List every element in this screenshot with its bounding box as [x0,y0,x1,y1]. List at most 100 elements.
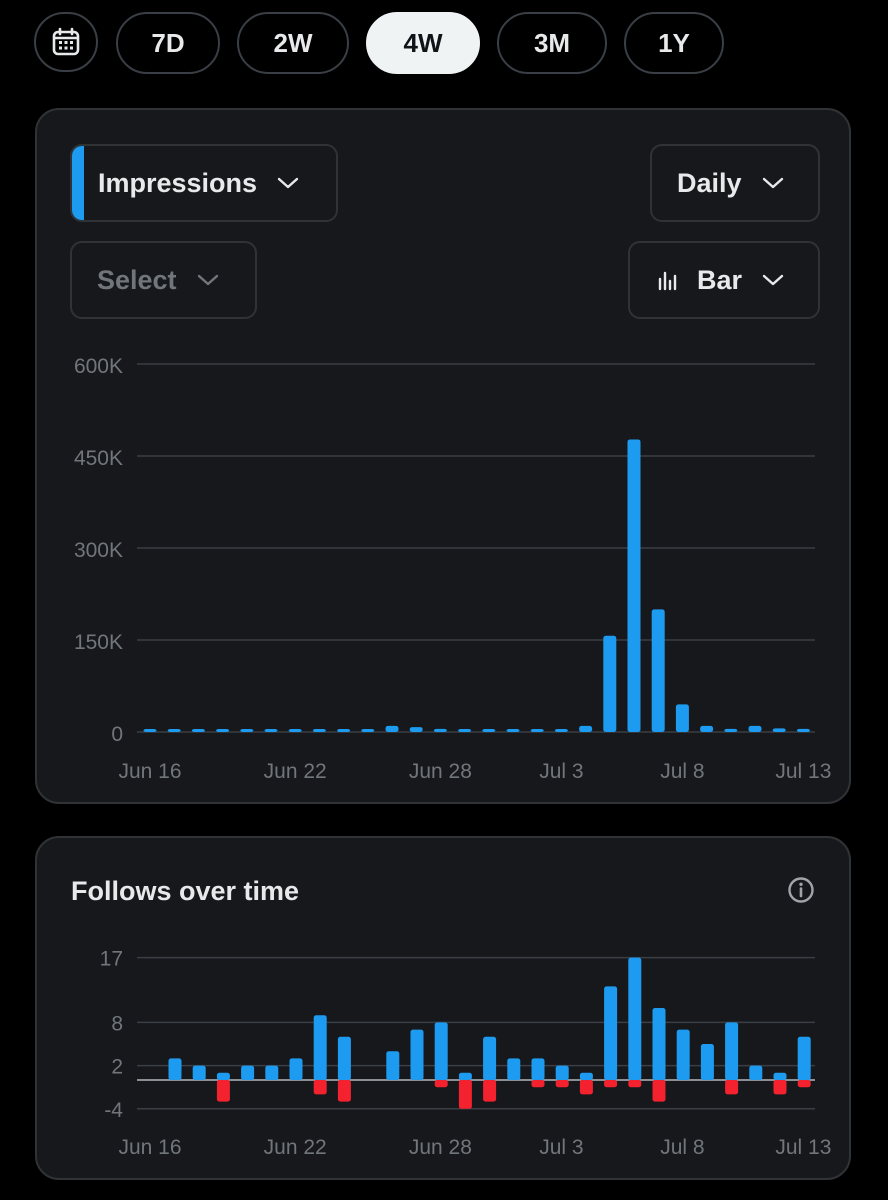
impressions-bar [627,439,641,732]
range-2w-button[interactable]: 2W [237,12,349,74]
x-tick-label: Jul 3 [539,760,583,783]
interval-dropdown[interactable]: Daily [650,144,820,222]
x-tick-label: Jun 16 [118,1136,181,1159]
impressions-bar [361,729,375,732]
bar-chart-icon [658,271,677,291]
calendar-button[interactable] [34,12,98,72]
y-tick-label: 0 [111,723,123,746]
range-4w-button[interactable]: 4W [366,12,480,74]
impressions-bar [530,729,544,732]
info-icon[interactable] [787,876,815,904]
follows-bar [434,1022,448,1080]
x-tick-label: Jun 22 [264,760,327,783]
date-range-selector: 7D 2W 4W 3M 1Y [34,12,854,76]
chevron-down-icon [197,274,218,286]
y-tick-label: -4 [104,1099,123,1122]
follows-bar [797,1036,811,1080]
follows-bar [531,1058,545,1080]
impressions-bar [143,729,157,732]
range-3m-button[interactable]: 3M [497,12,607,74]
unfollows-bar [313,1080,327,1095]
y-tick-label: 2 [111,1056,123,1079]
impressions-bar [554,729,568,732]
metric-dropdown-label: Impressions [98,167,258,198]
unfollows-bar [531,1080,545,1088]
follows-card-title: Follows over time [71,876,300,906]
impressions-bar [482,729,496,732]
unfollows-bar [797,1080,811,1088]
follows-bar [289,1058,303,1080]
impressions-bar [748,725,762,732]
impressions-bar [216,729,230,732]
impressions-bar [385,725,399,732]
impressions-bar [772,728,786,732]
follows-bar [483,1036,497,1080]
follows-bar [604,986,618,1080]
unfollows-bar [725,1080,739,1095]
unfollows-bar [216,1080,230,1102]
metric-dropdown[interactable]: Impressions [70,144,338,222]
impressions-bar [724,728,738,732]
unfollows-bar [652,1080,666,1102]
calendar-icon [52,27,80,56]
y-tick-label: 300K [74,539,123,562]
unfollows-bar [555,1080,569,1088]
impressions-bar [433,728,447,732]
compare-dropdown-label: Select [97,264,177,295]
unfollows-bar [579,1080,593,1095]
y-tick-label: 600K [74,355,123,378]
unfollows-bar [604,1080,618,1088]
metric-color-indicator [72,146,84,220]
follows-bar [628,957,642,1080]
x-tick-label: Jul 8 [660,760,704,783]
follows-bar [652,1008,666,1080]
follows-bar [386,1051,400,1080]
chart-type-label: Bar [697,264,743,295]
impressions-bar [603,635,617,732]
range-1y-button[interactable]: 1Y [624,12,724,74]
follows-bar [410,1029,424,1080]
unfollows-bar [773,1080,787,1095]
impressions-bar [167,729,181,732]
unfollows-bar [337,1080,351,1102]
impressions-bar [264,729,278,732]
follows-bar [507,1058,521,1080]
unfollows-bar [434,1080,448,1088]
follows-bar-chart: -4 2 8 17 Jun 16 Jun 22 Jun 28 Jul 3 Jul 8 Jul 13 [100,948,832,1159]
follows-bar [241,1065,255,1080]
impressions-bar-chart: 0 150K 300K 450K 600K Jun 16 Jun 22 Jun 28 Jul 3… [74,355,831,783]
impressions-bar [700,725,714,732]
follows-bar [458,1072,472,1080]
follows-bar [168,1058,182,1080]
follows-bar [700,1044,714,1080]
follows-bar [749,1065,763,1080]
range-7d-button[interactable]: 7D [116,12,220,74]
x-tick-label: Jul 8 [660,1136,704,1159]
impressions-bar [337,729,351,732]
x-tick-label: Jun 22 [264,1136,327,1159]
impressions-bar [312,729,326,732]
follows-bar [773,1072,787,1080]
x-tick-label: Jun 28 [409,760,472,783]
impressions-bar [240,729,254,732]
chevron-down-icon [277,177,299,189]
compare-metric-dropdown[interactable]: Select [70,241,257,319]
follows-bar [579,1072,593,1080]
follows-bar [313,1015,327,1080]
chevron-down-icon [762,177,783,189]
impressions-card: Impressions Daily Select Bar 0 150K 300K 45… [35,108,851,804]
follows-bar [265,1065,279,1080]
impressions-bar [579,725,593,732]
impressions-bar [675,704,689,732]
x-tick-label: Jul 3 [539,1136,583,1159]
follows-bar [555,1065,569,1080]
y-tick-label: 450K [74,447,123,470]
follows-bar [192,1065,206,1080]
follows-card: Follows over time -4 2 8 17 Jun 16 Jun 22 Jun … [35,836,851,1180]
chart-type-dropdown[interactable]: Bar [628,241,820,319]
follows-bar [216,1072,230,1080]
unfollows-bar [458,1080,472,1109]
interval-dropdown-label: Daily [677,167,742,198]
impressions-bar [191,729,205,732]
unfollows-bar [483,1080,497,1102]
